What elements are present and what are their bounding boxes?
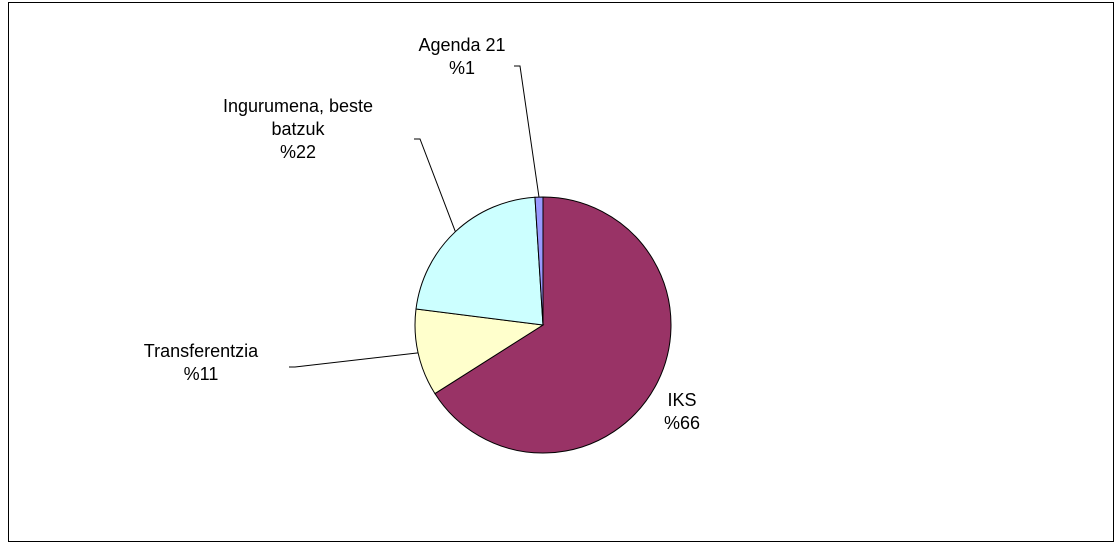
slice-category-label: Transferentzia [144,341,259,361]
slice-percent-label: %22 [280,142,316,162]
slice-labels: IKS %66 Transferentzia %11 Ingurumena, beste… [144,35,700,433]
pie-slice [534,196,544,326]
leader-line [514,65,540,198]
slice-percent-label: %66 [664,413,700,433]
pie-slice [414,308,545,395]
pie-slice [415,196,544,326]
slice-category-label: batzuk [271,119,325,139]
slice-percent-label: %11 [184,364,219,384]
slice-percent-label: %1 [449,58,475,78]
leader-lines [289,65,540,368]
leader-line [289,352,419,368]
slice-category-label: IKS [667,390,696,410]
leader-line [414,138,456,232]
slice-category-label: Ingurumena, beste [223,96,373,116]
slice-category-label: Agenda 21 [418,35,505,55]
pie-slice [434,196,672,454]
pie-slices [414,196,672,454]
